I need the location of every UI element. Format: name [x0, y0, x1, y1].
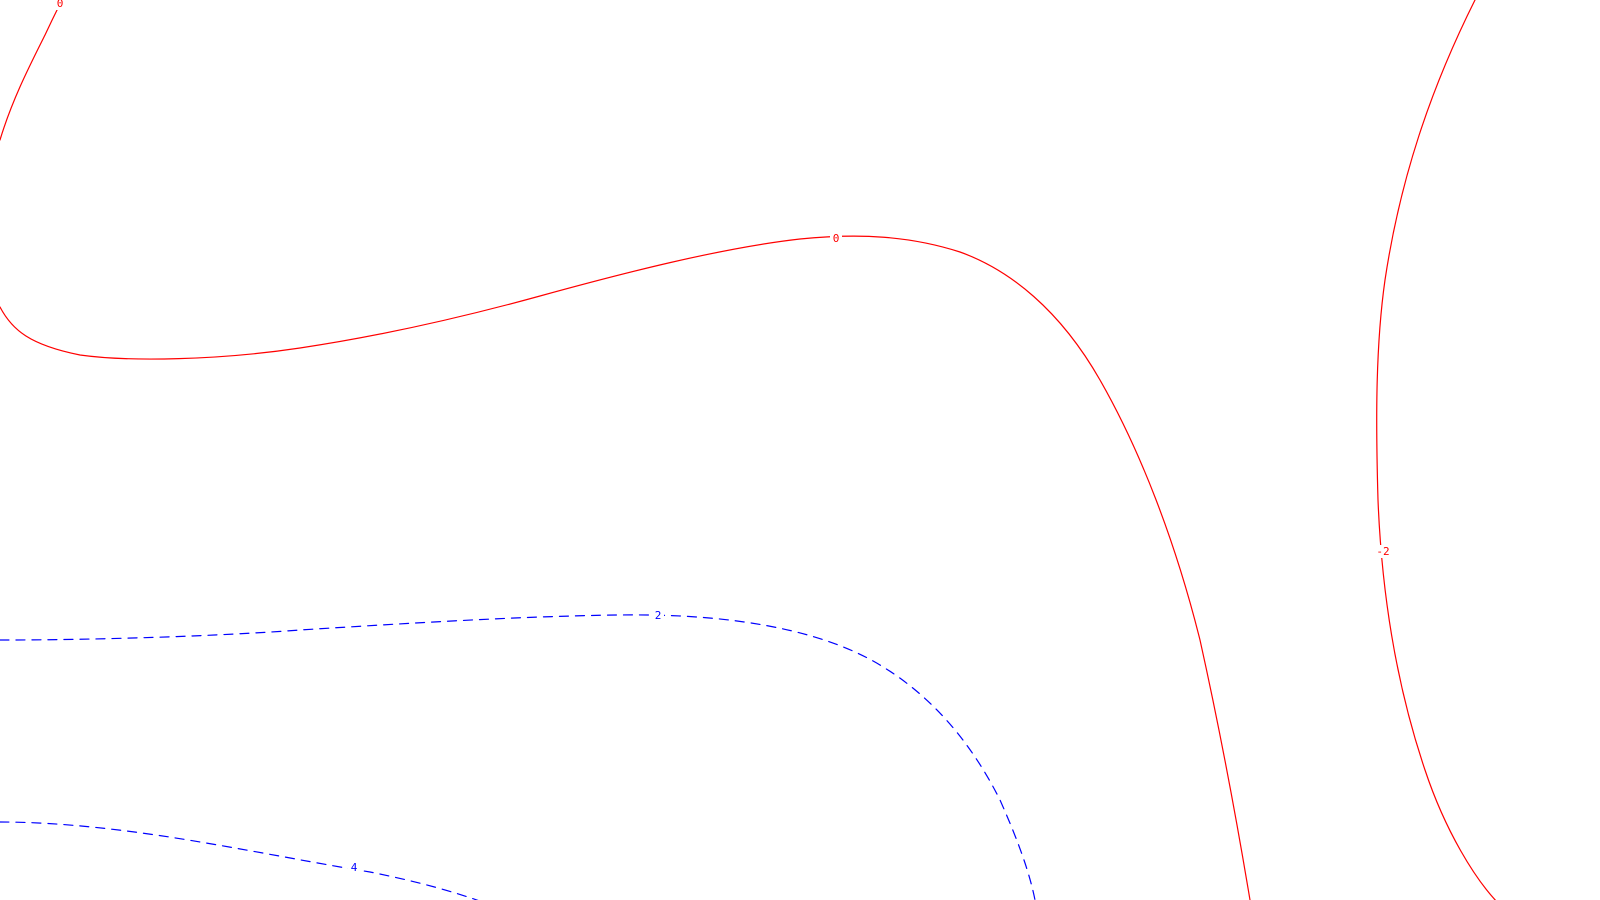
contour-line-plus-four — [0, 821, 479, 900]
label-bg — [1374, 545, 1392, 558]
label-bg — [348, 862, 360, 874]
contour-plus-two: 2 — [0, 609, 1036, 900]
contour-zero-top-left: 0 — [0, 0, 66, 141]
contour-label-minus-two: -2 — [1376, 545, 1389, 558]
contour-minus-two: -2 — [1374, 0, 1497, 900]
label-bg — [830, 233, 842, 245]
contour-label-plus-four: 4 — [351, 861, 358, 874]
label-bg — [54, 0, 66, 10]
contour-line-minus-two — [1376, 0, 1497, 900]
label-bg — [652, 610, 664, 622]
contour-label-zero-main: 0 — [833, 232, 840, 245]
contour-plus-four: 4 — [0, 821, 479, 900]
contour-line-zero-top-left — [0, 3, 61, 141]
contour-label-zero-top-left: 0 — [57, 0, 64, 10]
contour-zero-main: 0 — [0, 232, 1251, 900]
contour-line-zero-main — [0, 235, 1251, 900]
contour-label-plus-two: 2 — [655, 609, 662, 622]
